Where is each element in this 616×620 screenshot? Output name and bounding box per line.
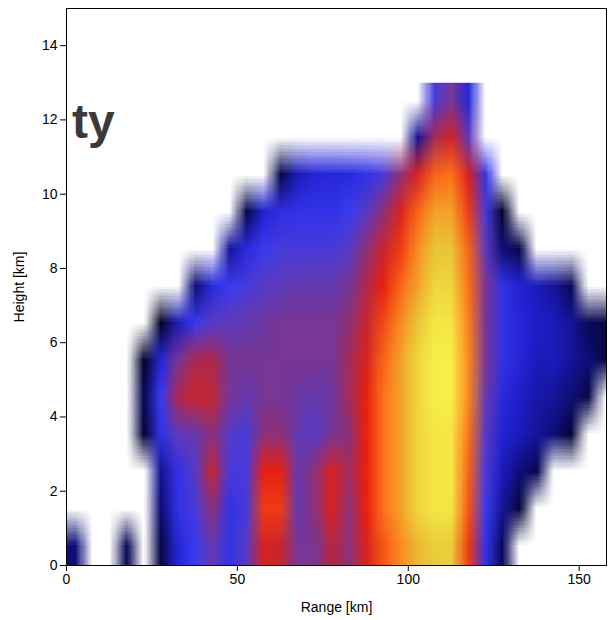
svg-text:100: 100 — [397, 571, 421, 587]
svg-text:12: 12 — [42, 111, 58, 127]
html-text:ty: ty — [72, 95, 115, 148]
svg-text:4: 4 — [50, 408, 58, 424]
svg-text:0: 0 — [63, 571, 71, 587]
svg-text:8: 8 — [50, 260, 58, 276]
svg-text:2: 2 — [50, 483, 58, 499]
svg-text:150: 150 — [567, 571, 591, 587]
svg-text:0: 0 — [50, 557, 58, 573]
svg-text:6: 6 — [50, 334, 58, 350]
svg-text:14: 14 — [42, 37, 58, 53]
svg-text:10: 10 — [42, 186, 58, 202]
svg-text:Height [km]: Height [km] — [11, 252, 27, 323]
svg-text:Range [km]: Range [km] — [301, 599, 373, 615]
svg-text:50: 50 — [230, 571, 246, 587]
